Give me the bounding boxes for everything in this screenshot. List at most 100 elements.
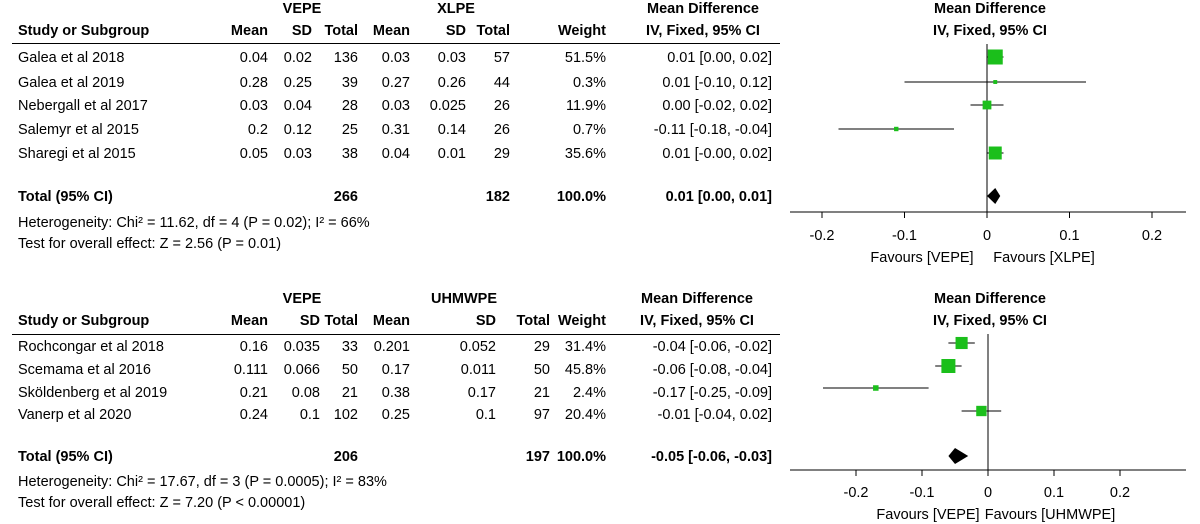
mean1-cell: 0.2 xyxy=(247,122,268,138)
weight-cell: 31.4% xyxy=(564,339,606,355)
header-rule xyxy=(12,43,780,44)
mean2-cell: 0.03 xyxy=(381,50,410,66)
sd1-cell: 0.02 xyxy=(283,50,312,66)
group-header-plot: Mean Difference xyxy=(933,1,1046,17)
column-header-total1: Total xyxy=(324,313,358,329)
sd2-cell: 0.052 xyxy=(459,339,496,355)
column-header-sd2: SD xyxy=(475,313,496,329)
mean2-cell: 0.27 xyxy=(381,75,410,91)
study-name: Vanerp et al 2020 xyxy=(18,407,132,423)
study-name: Galea et al 2019 xyxy=(18,75,125,91)
total2-cell: 97 xyxy=(533,407,550,423)
mean1-cell: 0.04 xyxy=(239,50,268,66)
mean1-cell: 0.24 xyxy=(239,407,268,423)
ci-cell: -0.06 [-0.08, -0.04] xyxy=(652,362,772,378)
x-axis-tick-label: 0.2 xyxy=(1110,485,1130,501)
total1-cell: 50 xyxy=(341,362,358,378)
study-effect-square xyxy=(941,359,956,373)
group-header-experimental: VEPE xyxy=(282,291,322,307)
x-axis-tick-label: 0.1 xyxy=(1059,228,1079,244)
total2-sum: 182 xyxy=(485,189,510,205)
favours-left-label: Favours [VEPE] xyxy=(870,250,973,266)
study-effect-square xyxy=(976,405,987,417)
column-header-weight: Weight xyxy=(557,313,606,329)
sd2-cell: 0.011 xyxy=(460,362,496,378)
column-header-study: Study or Subgroup xyxy=(18,313,150,329)
column-header-plot: IV, Fixed, 95% CI xyxy=(933,23,1047,39)
study-name: Sharegi et al 2015 xyxy=(18,146,136,162)
total1-cell: 28 xyxy=(341,98,358,114)
study-name: Sköldenberg et al 2019 xyxy=(18,385,168,401)
ci-cell: 0.01 [-0.10, 0.12] xyxy=(662,75,772,91)
total-weight: 100.0% xyxy=(556,189,606,205)
weight-cell: 0.3% xyxy=(572,75,606,91)
sd1-cell: 0.08 xyxy=(291,385,320,401)
sd2-cell: 0.01 xyxy=(437,146,466,162)
header-rule xyxy=(12,334,780,335)
column-header-sd2: SD xyxy=(445,23,466,39)
study-effect-square xyxy=(993,80,998,84)
mean2-cell: 0.03 xyxy=(381,98,410,114)
column-header-effect: IV, Fixed, 95% CI xyxy=(646,23,760,39)
total2-cell: 57 xyxy=(493,50,510,66)
mean2-cell: 0.31 xyxy=(381,122,410,138)
total-ci: 0.01 [0.00, 0.01] xyxy=(665,189,772,205)
weight-cell: 45.8% xyxy=(564,362,606,378)
sd1-cell: 0.066 xyxy=(283,362,320,378)
study-name: Rochcongar et al 2018 xyxy=(18,339,164,355)
sd2-cell: 0.14 xyxy=(437,122,466,138)
weight-cell: 35.6% xyxy=(564,146,606,162)
ci-cell: -0.11 [-0.18, -0.04] xyxy=(653,122,772,138)
column-header-study: Study or Subgroup xyxy=(18,23,150,39)
x-axis-tick-label: -0.2 xyxy=(810,228,835,244)
favours-right-label: Favours [UHMWPE] xyxy=(985,507,1116,523)
total1-cell: 102 xyxy=(333,407,358,423)
study-name: Galea et al 2018 xyxy=(18,50,125,66)
column-header-mean2: Mean xyxy=(372,313,410,329)
pooled-effect-diamond xyxy=(987,188,1001,204)
study-effect-square xyxy=(873,385,879,391)
column-header-sd1: SD xyxy=(299,313,320,329)
column-header-sd1: SD xyxy=(291,23,312,39)
mean1-cell: 0.05 xyxy=(239,146,268,162)
sd2-cell: 0.17 xyxy=(467,385,496,401)
column-header-mean1: Mean xyxy=(230,313,268,329)
total2-sum: 197 xyxy=(525,449,550,465)
favours-left-label: Favours [VEPE] xyxy=(876,507,979,523)
weight-cell: 2.4% xyxy=(572,385,606,401)
column-header-plot: IV, Fixed, 95% CI xyxy=(933,313,1047,329)
group-header-experimental: VEPE xyxy=(282,1,322,17)
weight-cell: 0.7% xyxy=(572,122,606,138)
overall-effect-text: Test for overall effect: Z = 7.20 (P < 0… xyxy=(18,495,306,511)
mean2-cell: 0.38 xyxy=(381,385,410,401)
x-axis-tick-label: 0.2 xyxy=(1142,228,1162,244)
group-header-effect: Mean Difference xyxy=(640,291,753,307)
ci-cell: -0.04 [-0.06, -0.02] xyxy=(652,339,772,355)
total1-cell: 39 xyxy=(341,75,358,91)
x-axis-tick-label: -0.2 xyxy=(844,485,869,501)
total1-cell: 25 xyxy=(341,122,358,138)
sd2-cell: 0.1 xyxy=(475,407,496,423)
pooled-effect-diamond xyxy=(948,448,969,464)
total2-cell: 50 xyxy=(533,362,550,378)
mean1-cell: 0.111 xyxy=(233,362,268,378)
group-header-effect: Mean Difference xyxy=(646,1,759,17)
column-header-mean1: Mean xyxy=(230,23,268,39)
study-effect-square xyxy=(894,126,899,132)
sd2-cell: 0.03 xyxy=(437,50,466,66)
total1-sum: 266 xyxy=(333,189,358,205)
total1-cell: 136 xyxy=(333,50,358,66)
total-weight: 100.0% xyxy=(556,449,606,465)
total1-cell: 38 xyxy=(341,146,358,162)
mean1-cell: 0.28 xyxy=(239,75,268,91)
x-axis-tick-label: 0 xyxy=(983,228,991,244)
sd1-cell: 0.035 xyxy=(283,339,320,355)
x-axis-tick-label: 0.1 xyxy=(1044,485,1064,501)
study-name: Salemyr et al 2015 xyxy=(18,122,139,138)
mean2-cell: 0.04 xyxy=(381,146,410,162)
ci-cell: 0.01 [0.00, 0.02] xyxy=(667,50,772,66)
total1-cell: 33 xyxy=(341,339,358,355)
column-header-total1: Total xyxy=(324,23,358,39)
total-ci: -0.05 [-0.06, -0.03] xyxy=(651,449,772,465)
sd1-cell: 0.1 xyxy=(299,407,320,423)
